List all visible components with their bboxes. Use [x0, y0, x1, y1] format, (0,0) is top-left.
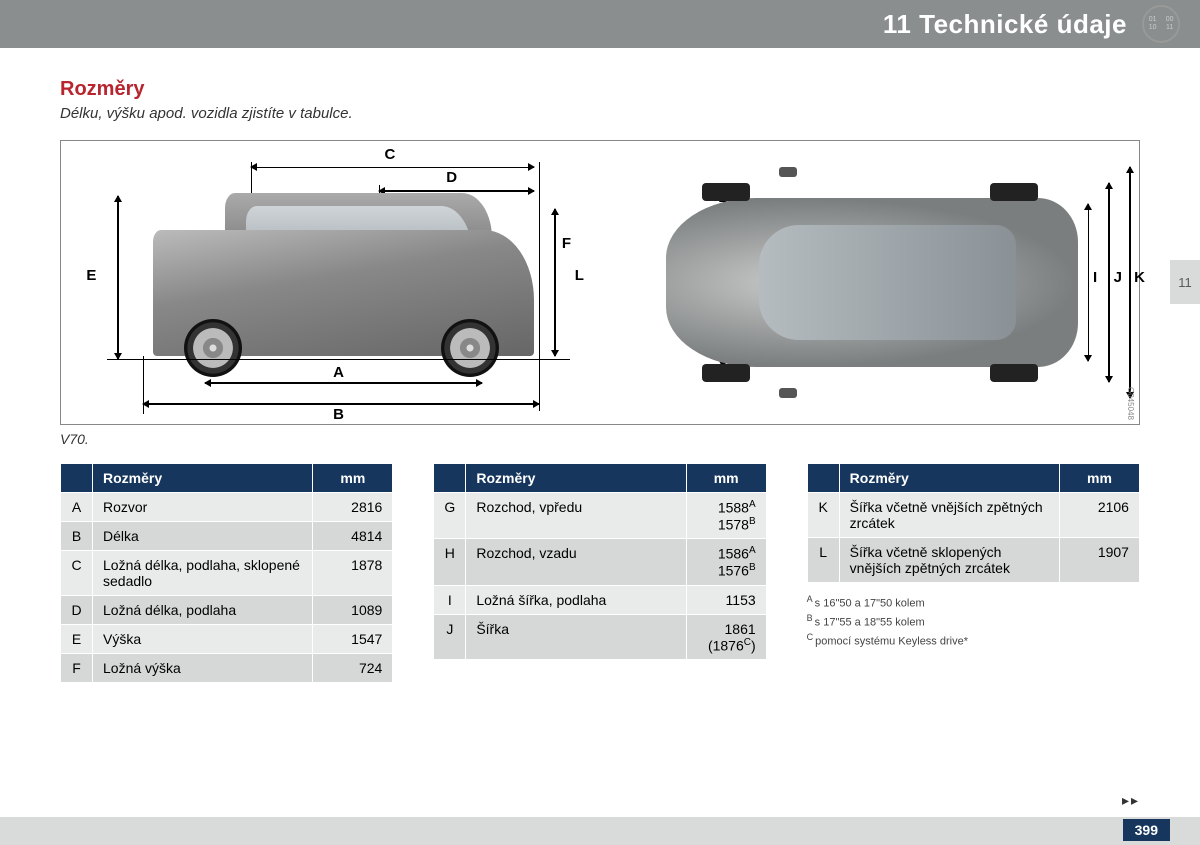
dimensions-diagram: C D A B E F L — [60, 140, 1140, 425]
diagram-caption: V70. — [60, 431, 1140, 447]
diagram-code: G045048 — [1126, 387, 1135, 420]
dimensions-table-1: RozměrymmARozvor2816BDélka4814CLožná dél… — [60, 463, 393, 683]
page-number: 399 — [1123, 819, 1170, 841]
car-side-view: C D A B E F L — [71, 151, 585, 414]
binary-icon: 01 1000 11 — [1142, 5, 1180, 43]
dimensions-table-3: RozměrymmKŠířka včetně vnějších zpětných… — [807, 463, 1140, 583]
chapter-header: 11 Technické údaje 01 1000 11 — [0, 0, 1200, 48]
dimensions-tables: RozměrymmARozvor2816BDélka4814CLožná dél… — [60, 463, 1140, 683]
chapter-title: 11 Technické údaje — [883, 9, 1127, 40]
dimensions-table-2: RozměrymmGRozchod, vpředu1588A1578BHRozc… — [433, 463, 766, 660]
side-tab: 11 — [1170, 260, 1200, 304]
continue-indicator: ▸▸ — [1122, 792, 1140, 809]
car-top-view: G H I J K — [615, 151, 1129, 414]
section-subtitle: Délku, výšku apod. vozidla zjistíte v ta… — [60, 105, 1140, 122]
footer-bar — [0, 817, 1200, 845]
section-title: Rozměry — [60, 78, 1140, 101]
footnotes: As 16"50 a 17"50 kolemBs 17"55 a 18"55 k… — [807, 593, 1140, 650]
